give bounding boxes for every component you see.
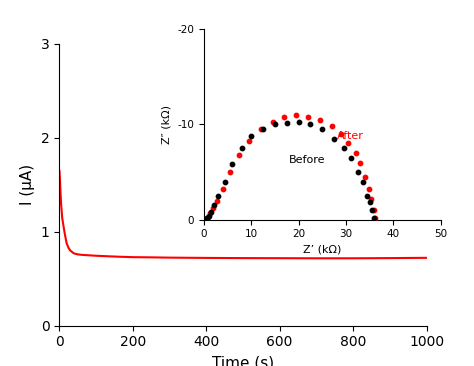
Y-axis label: I (μA): I (μA) [20,164,35,205]
Point [219,186,227,192]
X-axis label: Z’ (kΩ): Z’ (kΩ) [303,245,341,255]
Point [259,126,267,132]
Point [337,131,345,137]
Point [257,126,264,132]
Point [361,174,369,180]
Point [207,209,215,215]
Point [238,145,246,151]
Point [368,207,376,213]
Point [304,114,312,120]
Y-axis label: Z″ (kΩ): Z″ (kΩ) [162,105,172,144]
Point [330,136,338,142]
X-axis label: Time (s): Time (s) [212,355,274,366]
Point [316,117,324,123]
Point [281,114,288,120]
Point [221,179,229,184]
Point [236,152,243,158]
Point [352,150,359,156]
Point [210,202,218,208]
Point [365,186,373,192]
Point [269,119,276,124]
Point [201,216,209,222]
Point [340,145,347,151]
Point [371,215,378,221]
Text: Before: Before [289,154,326,164]
Point [271,122,279,127]
Point [203,215,210,221]
Point [366,199,374,205]
Point [328,123,336,129]
Point [295,119,302,124]
Point [345,141,352,146]
Text: After: After [337,131,364,141]
Point [226,169,234,175]
Point [372,215,379,221]
Point [292,112,300,118]
Point [356,160,364,165]
Point [228,161,236,167]
Point [319,126,326,132]
Point [307,122,314,127]
Point [201,216,209,222]
Point [205,213,212,219]
Point [207,210,214,216]
Point [347,155,355,161]
Point [247,133,255,139]
Point [283,120,291,126]
Point [202,216,210,221]
Point [370,207,377,213]
Point [213,198,221,203]
Point [214,193,222,199]
Point [245,138,253,143]
Point [204,214,212,220]
Point [367,196,375,202]
Point [210,205,217,211]
Point [359,179,366,184]
Point [364,193,371,199]
Point [354,169,362,175]
